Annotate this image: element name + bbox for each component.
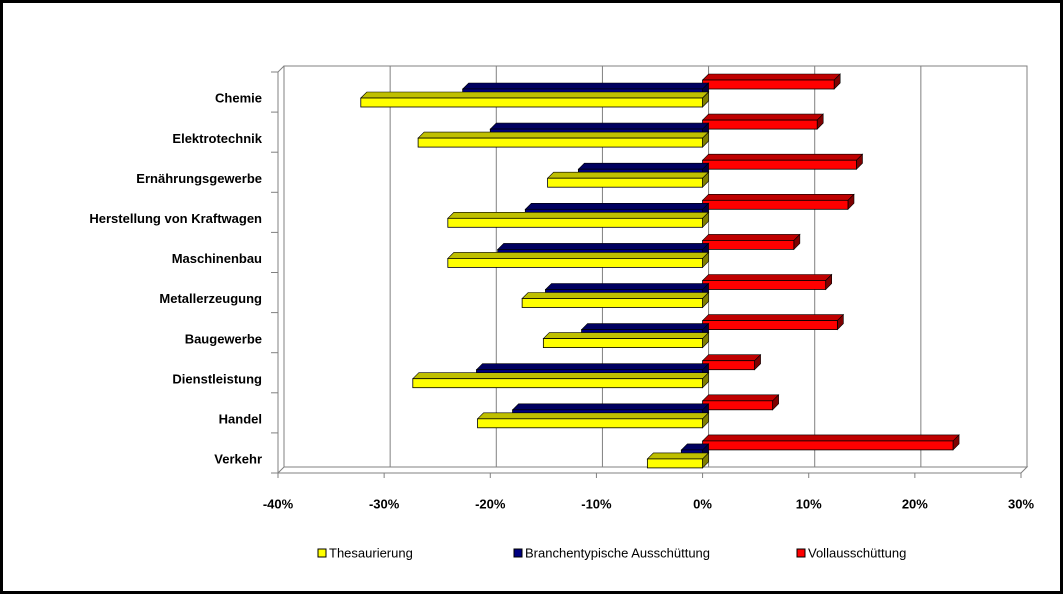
bar [702,199,849,210]
bar [412,378,703,389]
bar-top [701,234,801,241]
y-tick-label: Handel [219,412,262,427]
legend-swatch [796,548,806,558]
bar [702,119,818,130]
bar [702,440,954,451]
bar-top [701,73,841,81]
bar [521,298,703,308]
y-tick-label: Maschinenbau [172,251,262,266]
bar-top [417,131,710,139]
bar-top [511,403,710,411]
bar-top [360,91,710,99]
bar-top [447,252,710,259]
bar [702,360,755,371]
y-tick-label: Metallerzeugung [159,291,262,306]
legend-swatch [317,548,327,558]
bar [417,137,703,148]
bar [702,400,774,411]
x-tick-label: 20% [902,496,928,511]
bar-top [546,171,710,179]
y-tick-label: Dienstleistung [172,371,262,386]
bar-top [701,434,960,442]
bar-top [701,153,864,161]
legend-label: Vollausschüttung [808,545,906,560]
y-tick-label: Verkehr [214,452,262,467]
bar-top [701,394,780,402]
bar-top [701,354,762,362]
bar-top [476,412,710,420]
bar-top [544,283,710,290]
y-tick-label: Elektrotechnik [172,131,262,146]
x-tick-label: 0% [693,496,712,511]
bar-top [412,372,710,380]
legend-label: Branchentypische Ausschüttung [525,545,710,560]
bar-top [646,452,710,460]
bar-top [701,194,855,201]
floor [276,466,1029,474]
bar [547,177,703,188]
bar-top [542,332,710,339]
bar [542,338,703,349]
x-tick-label: -30% [369,496,400,511]
bar-top [580,323,710,330]
x-tick-label: -40% [263,496,294,511]
y-tick-label: Ernährungsgewerbe [136,171,262,186]
y-tick-label: Chemie [215,91,262,106]
x-tick-label: 30% [1008,496,1034,511]
x-tick-label: -10% [581,496,612,511]
legend-swatch [513,548,523,558]
bar-top [701,113,824,121]
y-tick-label: Baugewerbe [185,331,262,346]
bar [702,320,838,331]
bar [477,418,703,429]
bar-top [496,243,710,250]
bar-top [489,122,710,130]
bar-top [524,203,710,210]
bar-top [701,274,833,281]
x-tick-label: -20% [475,496,506,511]
bar-top [447,212,710,219]
legend-label: Thesaurierung [329,545,413,560]
bar [702,79,835,90]
bar [646,458,703,469]
bar-top [461,82,710,90]
bar [447,257,703,268]
bar [360,97,703,108]
bar [702,280,827,290]
y-axis-depth [277,65,285,73]
bar-top [475,363,710,371]
x-tick-label: 10% [796,496,822,511]
y-tick-label: Herstellung von Kraftwagen [89,211,262,226]
bar-top [521,292,710,299]
bar-top [577,162,710,170]
bar [702,159,857,170]
bar [447,217,703,228]
bar [702,239,795,250]
bar-top [701,314,845,321]
